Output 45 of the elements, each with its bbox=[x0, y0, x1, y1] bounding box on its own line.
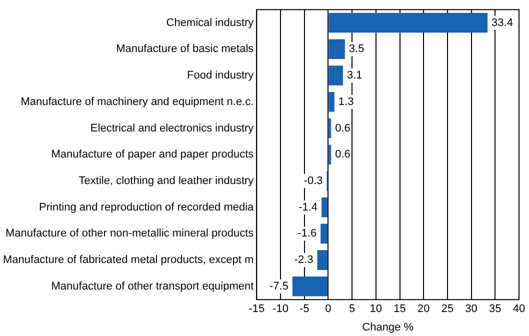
bar bbox=[320, 224, 328, 244]
data-label: 3.1 bbox=[347, 70, 362, 82]
data-label: -1.6 bbox=[298, 228, 317, 240]
x-tick-label: -15 bbox=[248, 303, 265, 316]
x-tick-label: 40 bbox=[512, 303, 526, 316]
bar bbox=[328, 12, 488, 33]
bar bbox=[328, 66, 344, 86]
bar bbox=[328, 118, 332, 138]
x-tick-label: -10 bbox=[272, 303, 288, 316]
data-label: 1.3 bbox=[338, 96, 354, 108]
x-tick-label: -5 bbox=[299, 303, 310, 316]
data-label: 3.5 bbox=[348, 43, 364, 56]
bar bbox=[328, 92, 334, 112]
y-tick-label: Food industry bbox=[187, 70, 254, 82]
y-tick-label: Electrical and electronics industry bbox=[90, 122, 254, 134]
data-label: -0.3 bbox=[304, 174, 323, 187]
y-tick-label: Textile, clothing and leather industry bbox=[78, 174, 254, 187]
y-tick-label: Chemical industry bbox=[166, 16, 254, 29]
x-tick-label: 25 bbox=[441, 303, 454, 316]
y-tick-label: Manufacture of other non-metallic mineral products bbox=[5, 228, 254, 240]
data-label: 33.4 bbox=[492, 16, 513, 29]
data-label: -1.4 bbox=[298, 201, 318, 214]
x-tick-label: 0 bbox=[325, 303, 332, 316]
x-tick-label: 15 bbox=[394, 303, 406, 316]
data-label: 0.6 bbox=[335, 148, 350, 161]
y-tick-label: Printing and reproduction of recorded media bbox=[39, 201, 255, 214]
x-tick-label: 35 bbox=[489, 303, 502, 316]
x-tick-label: 10 bbox=[370, 303, 382, 316]
bar bbox=[328, 144, 332, 164]
x-tick-label: 30 bbox=[465, 303, 478, 316]
data-label: -2.3 bbox=[294, 254, 314, 266]
bar bbox=[317, 250, 328, 270]
y-tick-label: Manufacture of paper and paper products bbox=[51, 148, 254, 161]
bar bbox=[328, 39, 345, 60]
x-tick-label: 20 bbox=[417, 303, 430, 316]
x-tick-label: 5 bbox=[349, 303, 356, 316]
y-tick-label: Manufacture of other transport equipment bbox=[51, 280, 254, 292]
y-tick-label: Manufacture of machinery and equipment n.e.c. bbox=[20, 96, 254, 108]
y-tick-label: Manufacture of basic metals bbox=[116, 43, 254, 56]
x-axis-title: Change % bbox=[362, 321, 414, 334]
data-label: 0.6 bbox=[335, 122, 350, 134]
bar bbox=[322, 197, 328, 218]
data-label: -7.5 bbox=[269, 280, 288, 292]
y-tick-label: Manufacture of fabricated metal products, except m bbox=[2, 254, 254, 266]
bar bbox=[292, 276, 328, 296]
